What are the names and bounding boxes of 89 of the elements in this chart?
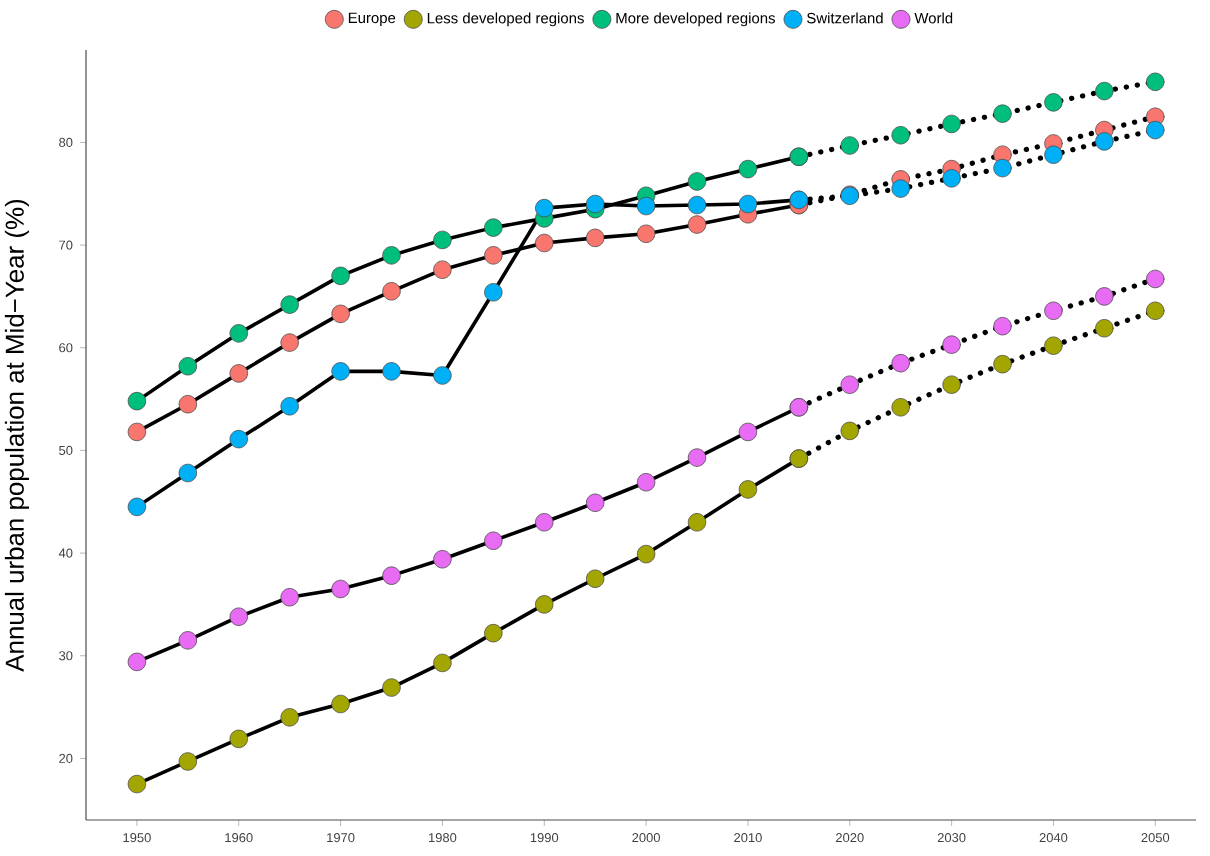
point xyxy=(942,114,961,134)
point xyxy=(1146,301,1165,320)
point xyxy=(840,136,859,155)
point xyxy=(738,422,758,442)
point xyxy=(433,260,452,279)
y-axis-title: Annual urban population at Mid−Year (%) xyxy=(4,199,30,672)
point xyxy=(535,595,554,614)
point xyxy=(1095,287,1114,306)
point xyxy=(636,544,656,564)
point xyxy=(178,631,198,650)
point xyxy=(280,708,299,727)
point xyxy=(331,362,350,381)
point xyxy=(382,362,401,381)
point xyxy=(280,588,299,607)
point xyxy=(535,198,554,218)
point xyxy=(1044,145,1063,164)
point xyxy=(331,266,350,286)
point xyxy=(993,354,1012,374)
point xyxy=(535,513,554,532)
point xyxy=(738,159,758,179)
point xyxy=(178,463,198,483)
point xyxy=(687,195,707,215)
point xyxy=(636,196,656,216)
point xyxy=(127,652,147,672)
point xyxy=(382,678,401,697)
point xyxy=(178,752,198,771)
point xyxy=(636,224,656,243)
point xyxy=(1146,120,1165,140)
point xyxy=(993,316,1012,336)
point xyxy=(840,375,859,394)
point xyxy=(840,421,859,441)
point xyxy=(382,282,401,301)
point xyxy=(993,158,1012,178)
point xyxy=(178,395,198,414)
point xyxy=(484,531,503,550)
point xyxy=(687,448,707,467)
point xyxy=(891,353,910,373)
point xyxy=(585,194,605,214)
point xyxy=(127,422,147,442)
point xyxy=(127,774,147,794)
point xyxy=(484,218,503,237)
point xyxy=(891,398,910,417)
point xyxy=(229,729,248,749)
point xyxy=(484,283,503,302)
point xyxy=(127,391,147,411)
point xyxy=(433,550,452,569)
point xyxy=(433,653,452,673)
point xyxy=(484,246,503,265)
point xyxy=(178,357,198,376)
point xyxy=(1044,336,1063,355)
point xyxy=(993,104,1012,123)
point xyxy=(331,579,350,599)
point xyxy=(891,179,910,198)
point xyxy=(1095,81,1114,101)
point xyxy=(229,607,248,626)
point xyxy=(585,569,605,588)
point xyxy=(229,429,248,449)
point xyxy=(280,295,299,314)
point xyxy=(1095,132,1114,151)
point xyxy=(433,230,452,250)
point xyxy=(585,493,605,512)
point xyxy=(484,623,503,643)
point xyxy=(891,126,910,145)
point xyxy=(942,375,961,394)
point xyxy=(280,333,299,352)
point xyxy=(738,194,758,214)
point xyxy=(535,233,554,253)
point xyxy=(585,228,605,248)
point xyxy=(1044,301,1063,320)
point xyxy=(1044,93,1063,112)
point xyxy=(738,480,758,499)
point xyxy=(229,324,248,343)
point xyxy=(687,215,707,234)
point xyxy=(331,694,350,714)
point xyxy=(1146,72,1165,92)
point xyxy=(382,566,401,585)
point xyxy=(942,169,961,188)
point xyxy=(942,335,961,354)
point xyxy=(280,397,299,416)
point xyxy=(127,497,147,517)
point xyxy=(331,304,350,324)
point xyxy=(1095,319,1114,338)
point xyxy=(382,246,401,265)
point xyxy=(687,513,707,532)
point xyxy=(687,172,707,191)
point xyxy=(636,473,656,492)
point xyxy=(229,364,248,383)
point xyxy=(1146,269,1165,289)
point xyxy=(433,366,452,385)
